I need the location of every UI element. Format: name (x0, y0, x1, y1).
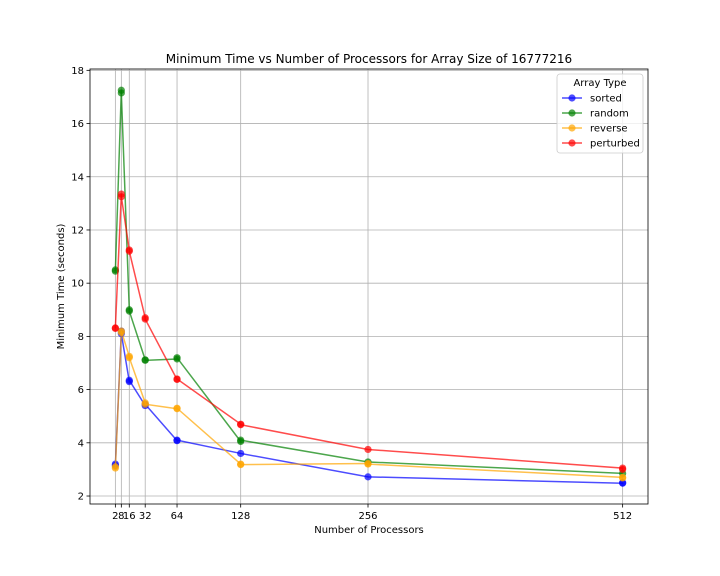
data-point-reverse (111, 464, 119, 472)
x-axis-label: Number of Processors (314, 525, 424, 536)
y-tick-label: 16 (71, 119, 84, 130)
data-point-reverse (173, 404, 181, 412)
x-tick-label: 32 (139, 511, 152, 522)
data-point-random (173, 354, 181, 362)
data-point-perturbed (619, 465, 627, 474)
legend-item-sorted: sorted (562, 94, 622, 105)
data-point-reverse (364, 460, 372, 468)
x-tick-label: 16 (123, 511, 136, 522)
legend-label: sorted (590, 94, 622, 105)
data-point-perturbed (173, 375, 181, 383)
legend-item-reverse: reverse (562, 124, 628, 135)
x-tick-label: 2 (112, 511, 118, 522)
legend-item-random: random (562, 109, 629, 120)
data-point-reverse (619, 474, 627, 482)
data-point-random (125, 307, 133, 315)
legend-label: perturbed (590, 139, 640, 150)
legend-box (556, 73, 644, 154)
y-tick-label: 14 (71, 172, 84, 183)
data-point-perturbed (111, 324, 119, 332)
x-tick-label: 64 (171, 511, 184, 522)
y-tick-label: 6 (78, 385, 84, 396)
chart-title: Minimum Time vs Number of Processors for… (166, 52, 572, 66)
data-point-perturbed (237, 421, 245, 429)
data-point-random (117, 89, 125, 97)
legend-label: random (590, 109, 629, 120)
y-axis: 2 4 6 8 10 12 14 16 18 (71, 66, 90, 503)
data-point-reverse (117, 327, 125, 335)
y-tick-label: 8 (78, 332, 84, 343)
legend-swatch-marker (568, 94, 576, 102)
y-axis-label: Minimum Time (seconds) (56, 223, 67, 349)
y-tick-label: 12 (71, 225, 84, 236)
data-point-perturbed (364, 445, 372, 454)
data-point-sorted (364, 473, 372, 481)
data-point-sorted (173, 436, 181, 444)
series-perturbed (111, 190, 627, 474)
data-point-perturbed (125, 247, 133, 255)
y-tick-label: 18 (71, 66, 84, 77)
data-point-perturbed (141, 315, 149, 323)
legend-swatch-marker (568, 109, 576, 117)
y-tick-label: 2 (78, 492, 84, 503)
y-tick-label: 10 (71, 279, 84, 290)
data-point-random (237, 436, 245, 444)
legend-items: sorted random reverse perturbed (562, 94, 640, 150)
legend: Array Type sorted random reverse perturbed (556, 73, 644, 154)
data-point-sorted (237, 449, 245, 458)
x-tick-label: 256 (358, 511, 377, 522)
series-layer (111, 86, 627, 487)
x-axis: 2 816 32 64 128 256 512 (112, 504, 632, 522)
legend-swatch-marker (568, 139, 576, 147)
data-point-random (141, 356, 149, 364)
legend-swatch-marker (568, 124, 576, 132)
data-point-sorted (125, 376, 133, 384)
data-point-perturbed (117, 193, 125, 201)
data-point-reverse (237, 461, 245, 469)
x-tick-label: 8 (118, 511, 124, 522)
legend-label: reverse (590, 124, 628, 135)
plot-area-frame (89, 68, 649, 505)
legend-item-perturbed: perturbed (562, 139, 640, 150)
legend-title: Array Type (573, 78, 626, 89)
x-tick-label: 128 (231, 511, 250, 522)
data-point-reverse (125, 354, 133, 362)
data-point-reverse (141, 400, 149, 408)
series-reverse (111, 327, 627, 482)
y-tick-label: 4 (78, 438, 84, 449)
x-tick-label: 512 (613, 511, 632, 522)
